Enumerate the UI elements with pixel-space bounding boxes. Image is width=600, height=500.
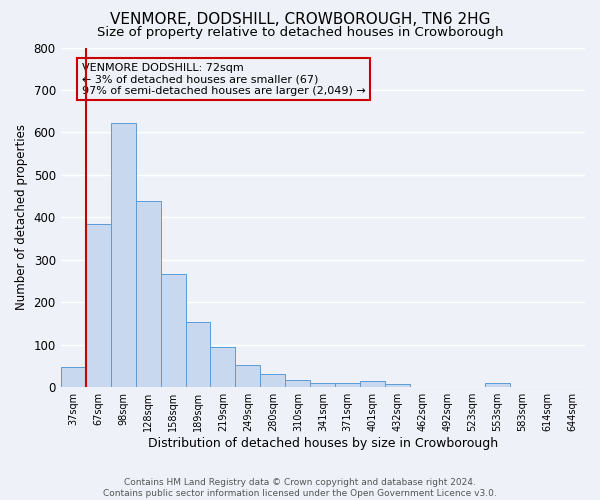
Bar [110, 123, 136, 387]
Bar [335, 382, 360, 387]
Bar [260, 374, 286, 387]
Bar [235, 365, 260, 387]
Bar [61, 368, 86, 387]
Y-axis label: Number of detached properties: Number of detached properties [15, 124, 28, 310]
Text: VENMORE, DODSHILL, CROWBOROUGH, TN6 2HG: VENMORE, DODSHILL, CROWBOROUGH, TN6 2HG [110, 12, 490, 28]
Bar [310, 382, 335, 387]
Bar [286, 380, 310, 387]
Text: VENMORE DODSHILL: 72sqm
← 3% of detached houses are smaller (67)
97% of semi-det: VENMORE DODSHILL: 72sqm ← 3% of detached… [82, 63, 365, 96]
Text: Size of property relative to detached houses in Crowborough: Size of property relative to detached ho… [97, 26, 503, 39]
Bar [211, 347, 235, 387]
Text: Contains HM Land Registry data © Crown copyright and database right 2024.
Contai: Contains HM Land Registry data © Crown c… [103, 478, 497, 498]
Bar [161, 274, 185, 387]
Bar [86, 224, 110, 387]
X-axis label: Distribution of detached houses by size in Crowborough: Distribution of detached houses by size … [148, 437, 498, 450]
Bar [136, 201, 161, 387]
Bar [485, 383, 510, 387]
Bar [360, 382, 385, 387]
Bar [385, 384, 410, 387]
Bar [185, 322, 211, 387]
